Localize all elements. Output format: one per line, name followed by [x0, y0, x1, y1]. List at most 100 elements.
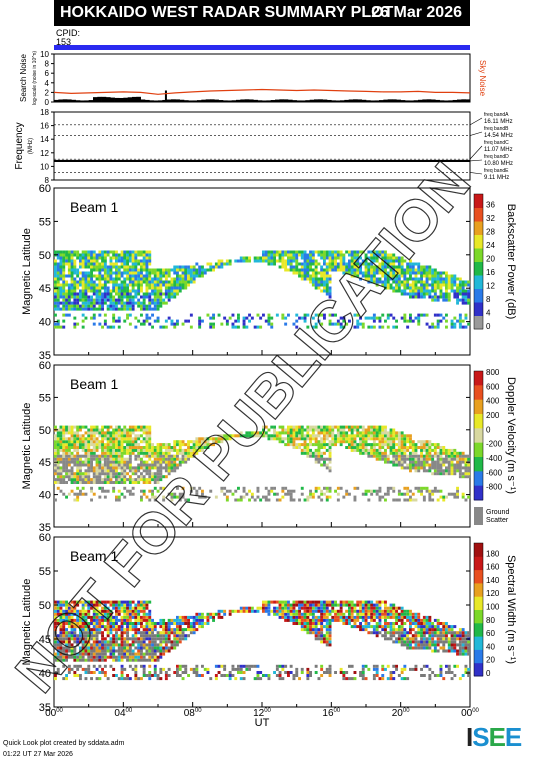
- power-cell: [167, 268, 171, 272]
- power-cell: [73, 268, 77, 272]
- power-cell: [348, 253, 351, 257]
- velocity-cell: [120, 492, 124, 496]
- velocity-cell: [70, 437, 74, 441]
- velocity-cell: [126, 451, 129, 455]
- power-cell: [311, 325, 315, 329]
- noise-ytick-label: 8: [45, 60, 50, 69]
- velocity-cell: [364, 489, 368, 493]
- power-cell: [101, 250, 104, 254]
- velocity-cell: [62, 463, 66, 467]
- power-cell: [159, 292, 163, 296]
- width-cell: [320, 606, 324, 610]
- power-cell: [137, 319, 141, 323]
- power-cell: [56, 295, 60, 299]
- velocity-cell: [117, 425, 121, 429]
- velocity-cell: [439, 448, 443, 452]
- power-cell: [164, 274, 168, 278]
- power-cell: [253, 259, 257, 263]
- velocity-cell: [422, 466, 426, 470]
- power-cell: [73, 265, 77, 269]
- velocity-cell: [123, 495, 127, 499]
- power-cell: [350, 271, 354, 275]
- velocity-cell: [425, 463, 429, 467]
- power-cell: [436, 298, 440, 302]
- velocity-cell: [203, 495, 207, 499]
- width-cell: [134, 628, 138, 632]
- power-cell: [65, 298, 68, 302]
- width-cell: [306, 628, 310, 632]
- velocity-cell: [361, 451, 365, 455]
- power-cell: [336, 250, 340, 254]
- power-cell: [101, 265, 104, 269]
- width-cell: [112, 674, 116, 677]
- width-cell: [201, 674, 204, 677]
- power-cell: [356, 271, 360, 275]
- power-cell: [126, 274, 129, 278]
- velocity-cell: [420, 446, 423, 449]
- power-cell: [137, 271, 141, 275]
- width-cell: [140, 603, 143, 607]
- velocity-cell: [151, 448, 154, 452]
- power-cell: [256, 313, 260, 317]
- power-cell: [309, 277, 312, 281]
- power-cell: [209, 325, 213, 329]
- power-cell: [56, 274, 60, 278]
- power-cell: [76, 253, 80, 257]
- width-cell: [106, 628, 110, 632]
- width-cell: [309, 671, 312, 674]
- power-cell: [433, 283, 437, 287]
- width-cell: [250, 609, 254, 613]
- velocity-cell: [320, 489, 324, 493]
- velocity-cell: [201, 440, 204, 444]
- power-cell: [142, 298, 146, 302]
- velocity-cell: [320, 446, 324, 449]
- power-cell: [342, 259, 346, 263]
- power-cell: [395, 277, 398, 281]
- power-cell: [439, 274, 443, 278]
- width-cell: [270, 609, 274, 613]
- velocity-cell: [311, 454, 315, 458]
- velocity-cell: [453, 457, 457, 461]
- power-cell: [447, 295, 451, 299]
- width-cell: [201, 622, 204, 625]
- velocity-cell: [323, 492, 326, 496]
- width-cell: [84, 618, 88, 622]
- velocity-cell: [417, 440, 421, 444]
- power-cell: [81, 280, 85, 284]
- power-cell: [56, 268, 60, 272]
- power-cell: [137, 268, 141, 272]
- width-cell: [176, 671, 179, 674]
- velocity-cell: [406, 454, 410, 458]
- velocity-cell: [386, 443, 390, 447]
- width-cell: [214, 674, 218, 677]
- width-cell: [195, 671, 199, 674]
- power-cell: [126, 286, 129, 290]
- power-cell: [126, 298, 129, 302]
- velocity-cell: [436, 443, 440, 447]
- power-cell: [87, 259, 91, 263]
- power-cell: [464, 313, 468, 317]
- power-cell: [65, 289, 68, 293]
- freq-ytick-label: 12: [40, 149, 49, 158]
- power-cell: [159, 283, 163, 287]
- width-cell: [101, 622, 104, 625]
- width-cell: [262, 674, 265, 677]
- power-cell: [458, 292, 462, 296]
- power-cell: [433, 277, 437, 281]
- velocity-cell: [214, 440, 218, 444]
- width-cell: [325, 643, 329, 647]
- power-cell: [406, 277, 410, 281]
- width-cell: [106, 649, 110, 653]
- width-cell: [176, 622, 179, 625]
- width-cell: [292, 603, 296, 607]
- power-cell: [84, 298, 88, 302]
- velocity-cell: [464, 472, 468, 476]
- width-cell: [145, 634, 149, 638]
- width-cell: [328, 643, 332, 647]
- width-cell: [67, 655, 71, 659]
- width-cell: [325, 634, 329, 638]
- power-cell: [131, 301, 135, 305]
- power-cell: [262, 253, 265, 257]
- velocity-cell: [137, 428, 141, 432]
- velocity-cell: [65, 495, 68, 499]
